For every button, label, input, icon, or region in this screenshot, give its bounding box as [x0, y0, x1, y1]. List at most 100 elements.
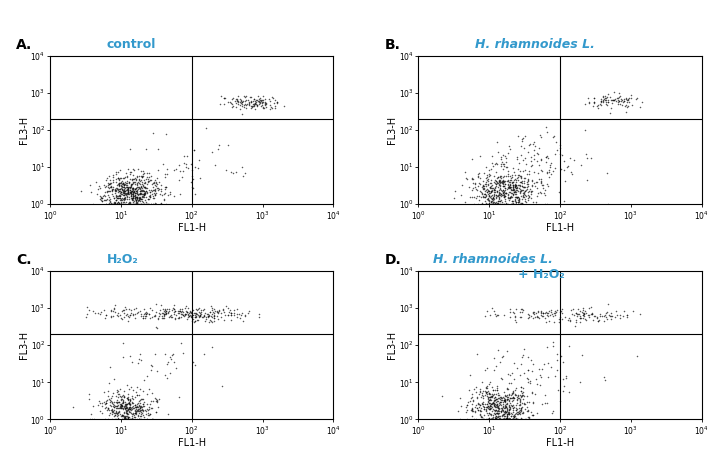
Point [498, 397, 510, 405]
Point [119, 414, 130, 421]
Point [512, 193, 523, 201]
Point [498, 163, 510, 170]
Point [118, 309, 130, 316]
Point [131, 194, 142, 202]
Point [97, 197, 108, 204]
Point [105, 179, 117, 187]
Point [155, 200, 166, 207]
Point [105, 183, 117, 190]
Point [468, 397, 479, 404]
Point [533, 162, 544, 169]
Point [135, 187, 146, 195]
Point [120, 414, 131, 421]
Point [193, 314, 205, 321]
Point [501, 347, 513, 355]
Point [145, 361, 157, 369]
Point [173, 161, 185, 169]
Point [148, 179, 160, 187]
Point [147, 194, 159, 201]
Point [483, 187, 495, 195]
Point [118, 408, 130, 416]
Point [505, 415, 516, 422]
Point [213, 308, 225, 315]
Point [494, 398, 505, 406]
Point [500, 401, 511, 408]
Point [499, 404, 511, 411]
Point [502, 200, 513, 207]
Point [516, 415, 528, 422]
Point [235, 98, 246, 105]
Point [558, 157, 570, 164]
Point [489, 199, 500, 206]
Point [106, 405, 117, 413]
Point [501, 414, 513, 422]
Point [123, 399, 135, 406]
Point [556, 305, 568, 313]
Point [522, 195, 533, 202]
Point [182, 312, 193, 319]
Point [498, 178, 510, 185]
Point [599, 96, 610, 103]
Point [484, 185, 495, 192]
Point [208, 315, 219, 322]
Point [135, 196, 147, 203]
Point [489, 393, 500, 401]
Point [137, 182, 149, 189]
Point [495, 200, 506, 207]
Point [488, 196, 499, 204]
Point [483, 415, 494, 422]
Point [508, 181, 519, 188]
Point [107, 200, 118, 207]
Point [122, 391, 134, 398]
Point [494, 182, 505, 189]
Point [495, 395, 506, 402]
Point [247, 100, 258, 108]
Point [470, 408, 481, 416]
Point [503, 409, 514, 416]
Point [572, 305, 584, 313]
Point [237, 310, 248, 317]
Point [120, 415, 132, 422]
Point [121, 178, 132, 185]
Point [104, 188, 115, 195]
Point [127, 187, 138, 194]
Point [186, 317, 198, 324]
Point [511, 409, 523, 416]
Point [510, 391, 521, 399]
Point [222, 142, 233, 149]
Point [556, 309, 568, 317]
Point [507, 183, 518, 190]
Point [614, 97, 625, 104]
Point [524, 377, 536, 384]
Point [186, 184, 198, 191]
Point [121, 186, 132, 194]
Point [488, 392, 499, 399]
Point [112, 412, 123, 420]
Point [195, 174, 206, 182]
Point [139, 189, 150, 196]
Point [248, 101, 259, 109]
Point [260, 99, 271, 107]
Point [498, 406, 509, 413]
Point [490, 396, 502, 403]
Point [514, 407, 526, 414]
Point [107, 389, 118, 397]
Point [127, 400, 138, 407]
Point [111, 403, 122, 410]
Point [133, 194, 145, 201]
Point [490, 409, 501, 417]
Point [193, 317, 204, 324]
Point [523, 399, 534, 406]
Point [543, 166, 555, 173]
Point [159, 306, 170, 314]
Point [135, 385, 146, 392]
Point [132, 197, 144, 205]
Point [496, 187, 508, 194]
Point [485, 415, 496, 422]
Point [115, 404, 126, 411]
Point [472, 182, 483, 189]
Point [486, 186, 498, 194]
Point [528, 310, 539, 317]
Point [488, 199, 499, 207]
Point [495, 192, 506, 199]
